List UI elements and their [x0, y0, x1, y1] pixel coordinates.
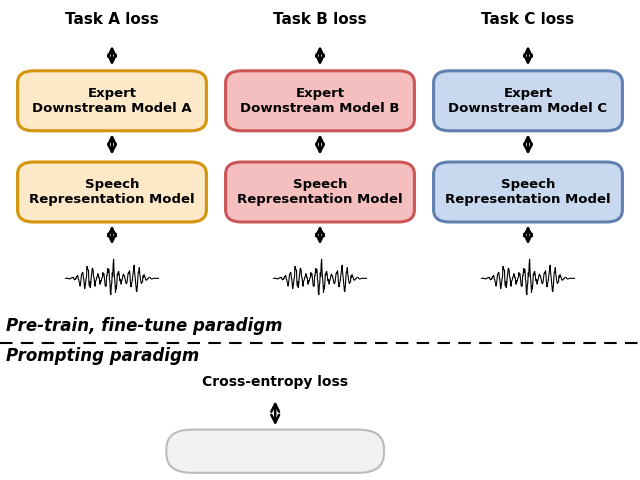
- FancyBboxPatch shape: [17, 71, 206, 131]
- Text: Pre-train, fine-tune paradigm: Pre-train, fine-tune paradigm: [6, 317, 283, 336]
- Text: Expert
Downstream Model A: Expert Downstream Model A: [32, 87, 192, 115]
- Text: Expert
Downstream Model C: Expert Downstream Model C: [449, 87, 607, 115]
- Text: Speech
Representation Model: Speech Representation Model: [237, 178, 403, 206]
- FancyBboxPatch shape: [166, 430, 384, 473]
- Text: Cross-entropy loss: Cross-entropy loss: [202, 374, 348, 389]
- FancyBboxPatch shape: [434, 162, 622, 222]
- Text: Speech
Representation Model: Speech Representation Model: [445, 178, 611, 206]
- Text: Task B loss: Task B loss: [273, 12, 367, 27]
- Text: Task C loss: Task C loss: [481, 12, 575, 27]
- FancyBboxPatch shape: [226, 71, 415, 131]
- Text: Expert
Downstream Model B: Expert Downstream Model B: [240, 87, 400, 115]
- FancyBboxPatch shape: [226, 162, 415, 222]
- FancyBboxPatch shape: [17, 162, 206, 222]
- FancyBboxPatch shape: [434, 71, 622, 131]
- Text: Prompting paradigm: Prompting paradigm: [6, 347, 200, 365]
- Text: Task A loss: Task A loss: [65, 12, 159, 27]
- Text: Speech
Representation Model: Speech Representation Model: [29, 178, 195, 206]
